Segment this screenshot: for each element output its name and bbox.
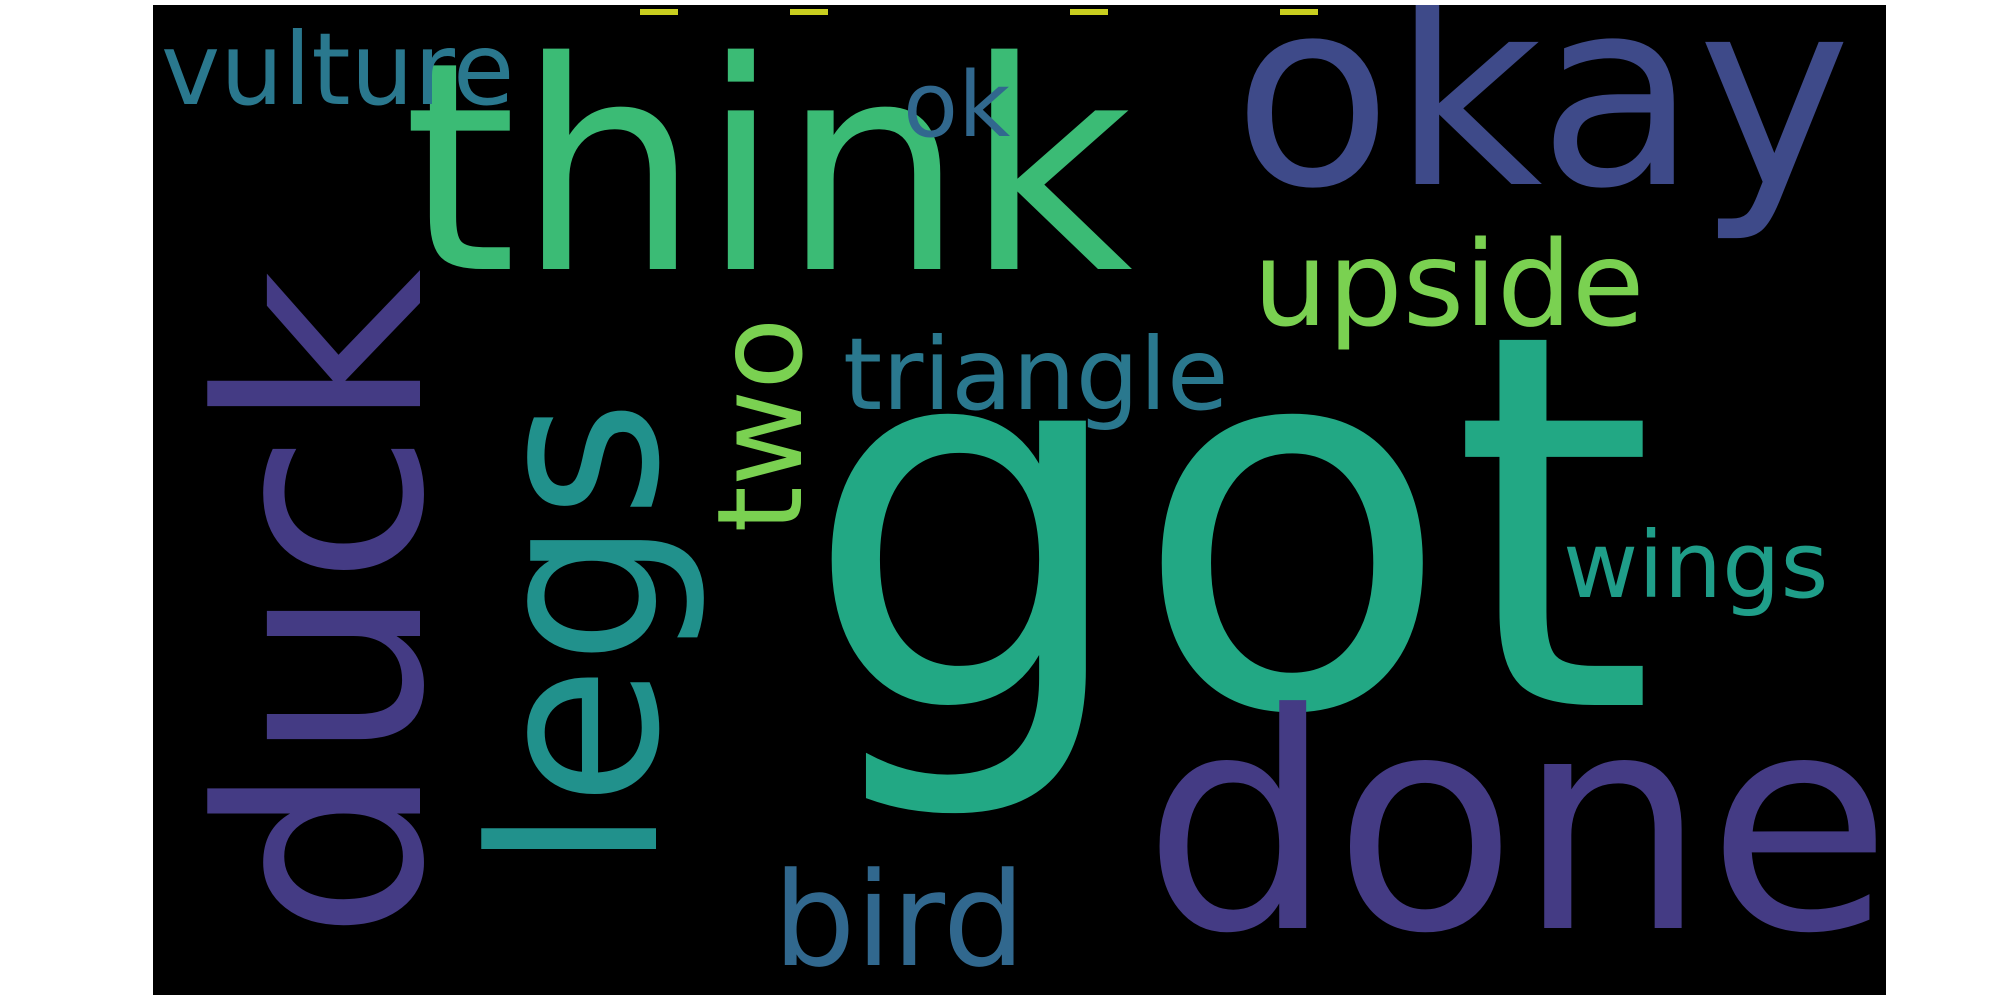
word-okay: okay: [1233, 5, 1852, 246]
word-done: done: [1143, 650, 1886, 995]
word-two: two: [691, 317, 829, 533]
tick-mark: [1280, 9, 1318, 15]
word-triangle: triangle: [843, 316, 1229, 433]
word-upside: upside: [1253, 215, 1645, 353]
word-think: think: [403, 5, 1133, 338]
word-got: got: [803, 222, 1656, 828]
word-wings: wings: [1563, 512, 1829, 619]
word-legs: legs: [444, 399, 711, 871]
word-bird: bird: [773, 844, 1026, 995]
word-cloud-canvas: got think okay done duck legs vulture ok…: [153, 5, 1886, 995]
word-vulture: vulture: [161, 11, 515, 128]
tick-mark: [1070, 9, 1108, 15]
tick-mark: [790, 9, 828, 15]
tick-mark: [640, 9, 678, 15]
word-duck: duck: [161, 269, 487, 941]
word-ok: ok: [903, 53, 1011, 158]
